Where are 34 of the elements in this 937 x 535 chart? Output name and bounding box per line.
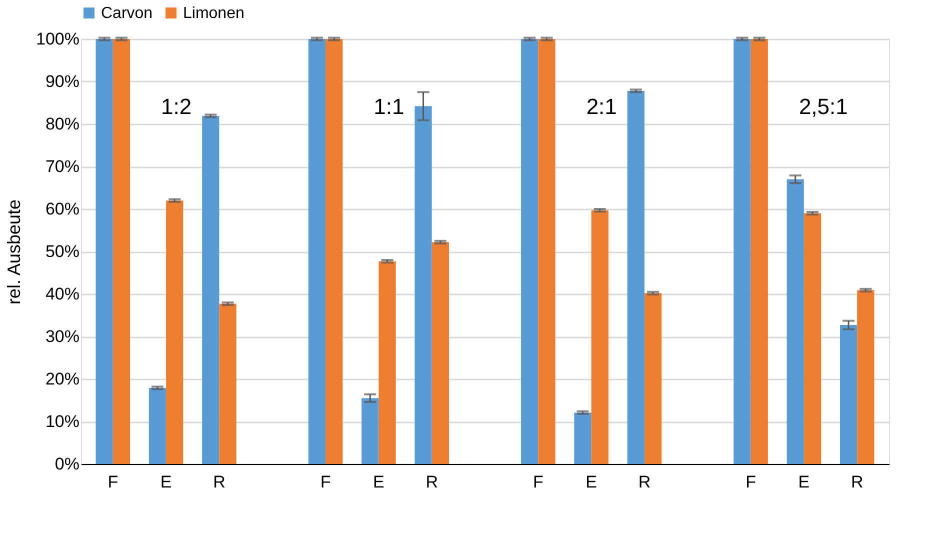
x-tick-label: F [108,472,118,492]
legend-label: Limonen [183,5,244,22]
y-tick-label: 80% [45,114,80,134]
y-tick-label: 20% [45,370,80,388]
bar [840,325,858,464]
legend-label: Carvon [101,5,153,22]
y-tick-label: 30% [45,327,80,346]
x-tick-label: R [850,472,864,492]
x-tick-label: E [798,472,810,492]
y-tick-label: 50% [45,242,80,261]
x-tick-label: E [586,472,597,492]
y-tick-label: 40% [45,284,80,304]
annotation: 1:2 [161,94,192,119]
x-tick-label: R [213,472,226,492]
bar [362,398,379,464]
x-tick-label: E [373,472,384,492]
x-tick-label: F [746,472,756,492]
y-tick-label: 90% [45,72,80,91]
annotation: 1:1 [374,94,404,119]
y-tick-label: 0% [54,454,80,474]
y-tick-label: 70% [45,157,80,176]
y-tick-label: 100% [36,30,80,48]
y-tick-label: 10% [45,412,80,431]
y-axis-title: rel. Ausbeute [4,199,24,305]
x-tick-label: E [160,472,172,492]
x-tick-label: R [426,472,438,492]
x-tick-label: R [638,472,651,492]
x-tick-label: F [532,472,544,492]
annotation: 2,5:1 [798,94,848,119]
annotation: 2:1 [586,94,617,119]
y-tick-label: 60% [45,200,80,218]
bar [786,179,804,464]
x-tick-label: F [320,472,331,492]
bar [414,106,432,464]
